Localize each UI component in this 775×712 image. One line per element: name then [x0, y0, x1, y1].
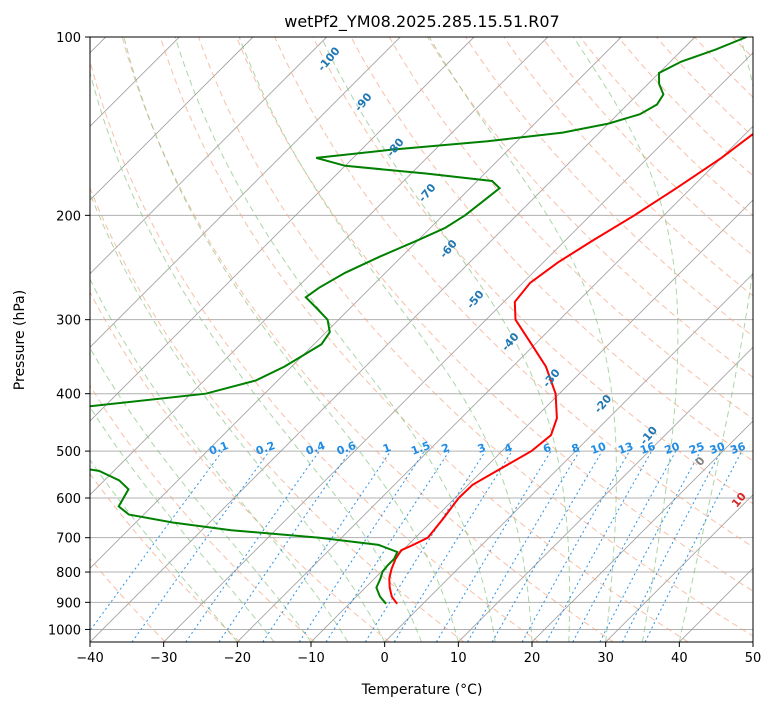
y-tick-label: 400 [56, 388, 81, 403]
y-tick-label: 900 [56, 596, 81, 611]
x-tick-label: −10 [297, 651, 324, 666]
x-axis-label: Temperature (°C) [361, 682, 483, 698]
x-tick-label: −20 [224, 651, 251, 666]
x-tick-label: 30 [597, 651, 614, 666]
y-tick-label: 300 [56, 314, 81, 329]
x-tick-label: 0 [381, 651, 389, 666]
y-tick-label: 800 [56, 566, 81, 581]
y-axis-label: Pressure (hPa) [12, 290, 28, 390]
x-tick-label: 10 [450, 651, 467, 666]
y-tick-label: 1000 [48, 623, 81, 638]
y-tick-label: 100 [56, 31, 81, 46]
x-tick-label: 40 [671, 651, 688, 666]
x-tick-label: −40 [76, 651, 103, 666]
x-tick-label: 50 [745, 651, 762, 666]
chart-title: wetPf2_YM08.2025.285.15.51.R07 [284, 12, 559, 32]
y-tick-label: 600 [56, 492, 81, 507]
y-tick-label: 200 [56, 209, 81, 224]
y-tick-label: 500 [56, 445, 81, 460]
x-tick-label: −30 [150, 651, 177, 666]
y-tick-label: 700 [56, 532, 81, 547]
x-tick-label: 20 [524, 651, 541, 666]
